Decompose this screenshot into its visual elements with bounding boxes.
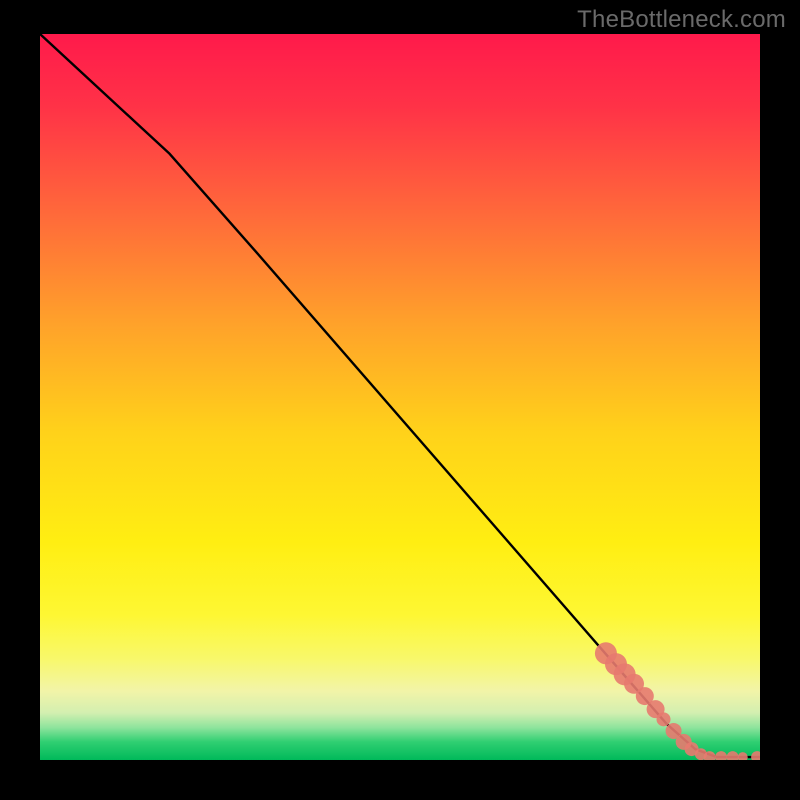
chart-stage: TheBottleneck.com — [0, 0, 800, 800]
chart-overlay — [40, 34, 760, 760]
watermark-text: TheBottleneck.com — [577, 6, 786, 34]
data-marker — [727, 751, 739, 760]
data-marker — [657, 712, 671, 726]
data-marker — [751, 751, 760, 760]
data-marker — [738, 752, 748, 760]
data-marker — [715, 751, 727, 760]
plot-area — [40, 34, 760, 760]
curve-line — [40, 34, 760, 757]
